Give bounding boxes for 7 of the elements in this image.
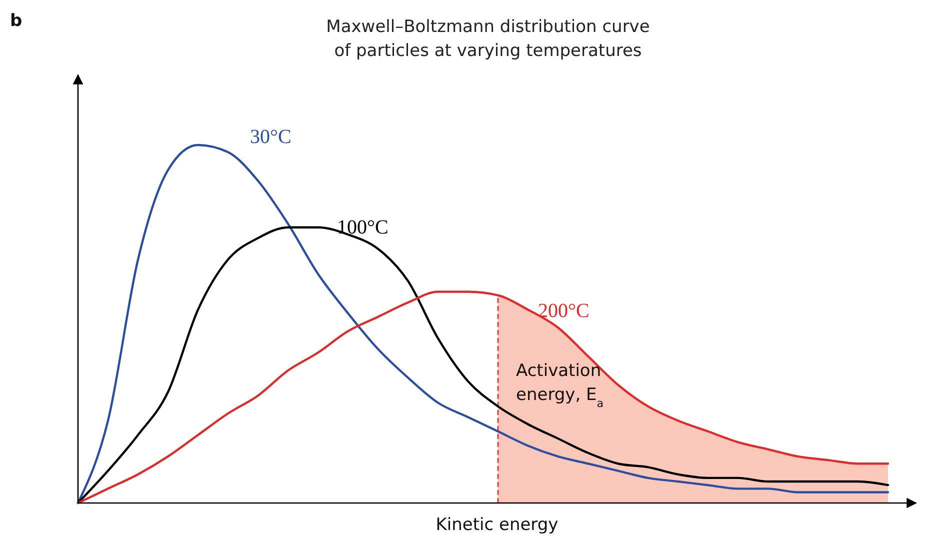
series-label: 200°C: [538, 300, 590, 322]
chart-title: Maxwell–Boltzmann distribution curve of particles at varying temperatures: [326, 17, 650, 61]
x-axis-title: Kinetic energy: [436, 515, 558, 535]
annotation: Activation energy, E$_{a}$: [516, 361, 604, 410]
series-label: 100°C: [337, 216, 388, 238]
text: b: [10, 11, 22, 31]
series-label: 30°C: [250, 126, 292, 148]
